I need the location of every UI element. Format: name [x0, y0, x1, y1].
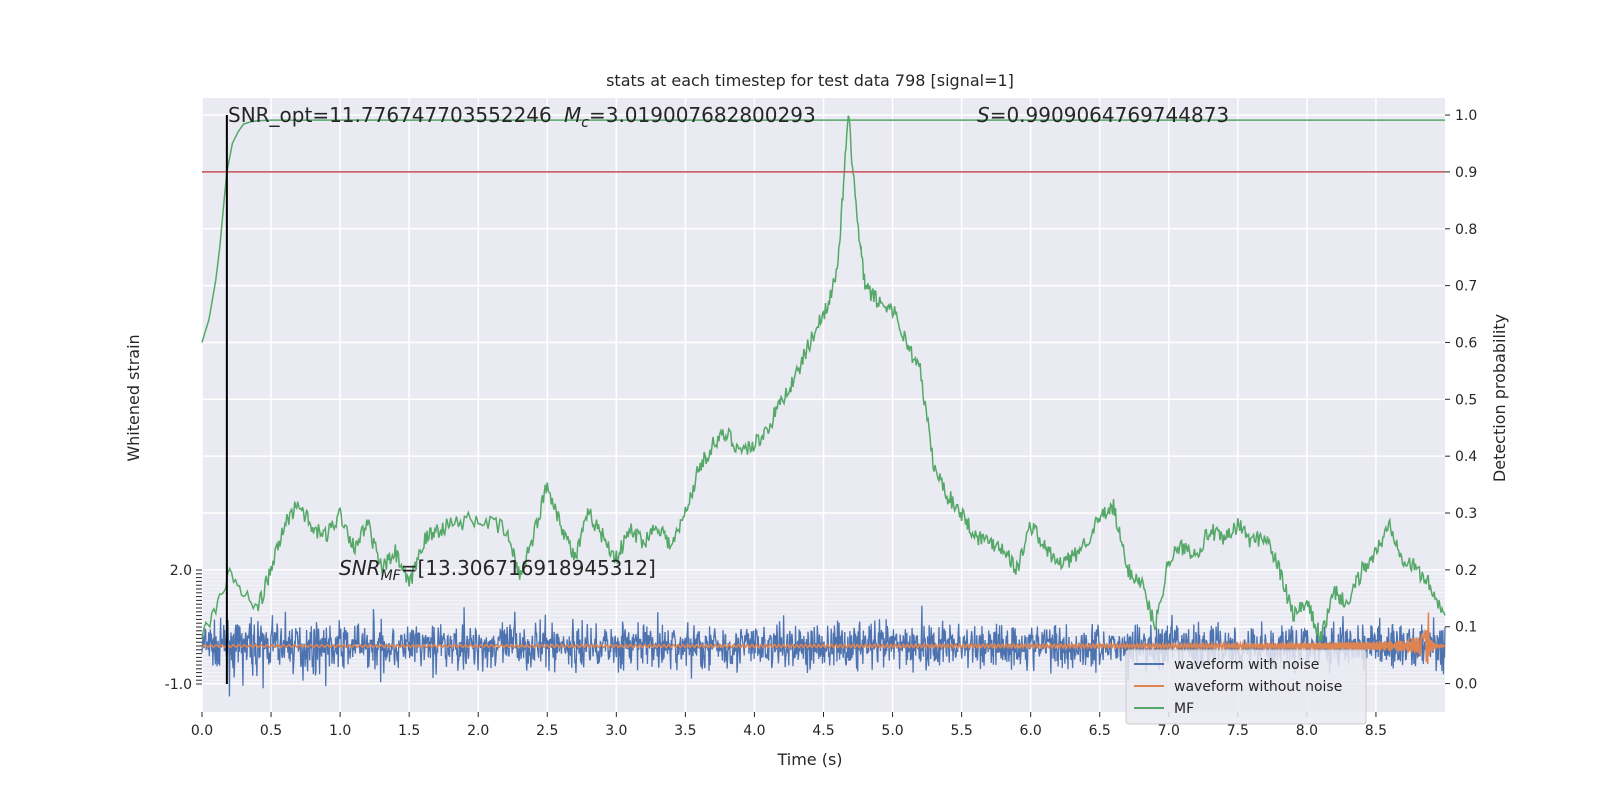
waveform-without-noise-series	[201, 612, 1446, 665]
legend-label-clean: waveform without noise	[1174, 679, 1342, 695]
x-tick-label: 3.5	[674, 723, 696, 739]
x-tick-label: 5.0	[881, 723, 903, 739]
mf-series	[201, 115, 1446, 643]
y-tick-label-right: 0.5	[1455, 392, 1477, 408]
x-tick-label: 4.5	[812, 723, 834, 739]
legend-box	[1125, 649, 1367, 725]
y-tick-label-right: 0.8	[1455, 222, 1477, 238]
y-tick-label-right: 0.9	[1455, 165, 1477, 181]
x-tick-label: 6.0	[1020, 723, 1042, 739]
y-tick-label-left-bottom: -1.0	[165, 677, 192, 693]
chart-title: stats at each timestep for test data 798…	[606, 71, 1014, 90]
left-axis-ticks: 2.0 -1.0	[165, 563, 202, 693]
y-tick-label-right: 0.4	[1455, 449, 1477, 465]
y-tick-label-right: 1.0	[1455, 108, 1477, 124]
x-tick-label: 3.0	[605, 723, 627, 739]
y-tick-label-right: 0.1	[1455, 620, 1477, 636]
x-tick-label: 6.5	[1089, 723, 1111, 739]
x-tick-label: 7.0	[1158, 723, 1180, 739]
x-tick-label: 5.5	[950, 723, 972, 739]
y-tick-label-right: 0.3	[1455, 506, 1477, 522]
y-axis-label-left: Whitened strain	[124, 334, 143, 461]
x-tick-label: 0.5	[260, 723, 282, 739]
x-axis-label: Time (s)	[776, 750, 842, 769]
x-tick-label: 7.5	[1227, 723, 1249, 739]
legend: waveform with noise waveform without noi…	[1125, 649, 1367, 725]
y-tick-label-left-top: 2.0	[170, 563, 192, 579]
detection-probability-series	[201, 119, 1445, 343]
x-tick-label: 8.0	[1296, 723, 1318, 739]
chirp-mass-annotation: Mc=3.019007682800293	[564, 103, 816, 131]
x-tick-label: 0.0	[191, 723, 213, 739]
x-tick-label: 2.0	[467, 723, 489, 739]
y-tick-label-right: 0.2	[1455, 563, 1477, 579]
y-tick-label-right: 0.6	[1455, 335, 1477, 351]
x-tick-label: 8.5	[1365, 723, 1387, 739]
x-tick-label: 4.0	[743, 723, 765, 739]
y-axis-label-right: Detection probability	[1490, 314, 1509, 482]
snr-opt-annotation: SNR_opt=11.776747703552246	[228, 103, 552, 127]
right-axis-ticks: 0.0 0.1 0.2 0.3 0.4 0.5 0.6 0.7 0.8 0.9 1.0	[1445, 108, 1477, 693]
snr-mf-annotation: SNRMF=[13.306716918945312]	[339, 556, 656, 584]
score-annotation: S=0.9909064769744873	[977, 103, 1229, 127]
x-tick-label: 1.5	[398, 723, 420, 739]
mf-layer	[201, 115, 1446, 643]
legend-label-noise: waveform with noise	[1174, 657, 1319, 673]
y-tick-label-right: 0.0	[1455, 677, 1477, 693]
y-tick-label-right: 0.7	[1455, 279, 1477, 295]
reference-lines	[202, 115, 1445, 684]
x-tick-label: 1.0	[329, 723, 351, 739]
legend-label-mf: MF	[1174, 701, 1194, 717]
x-tick-label: 2.5	[536, 723, 558, 739]
